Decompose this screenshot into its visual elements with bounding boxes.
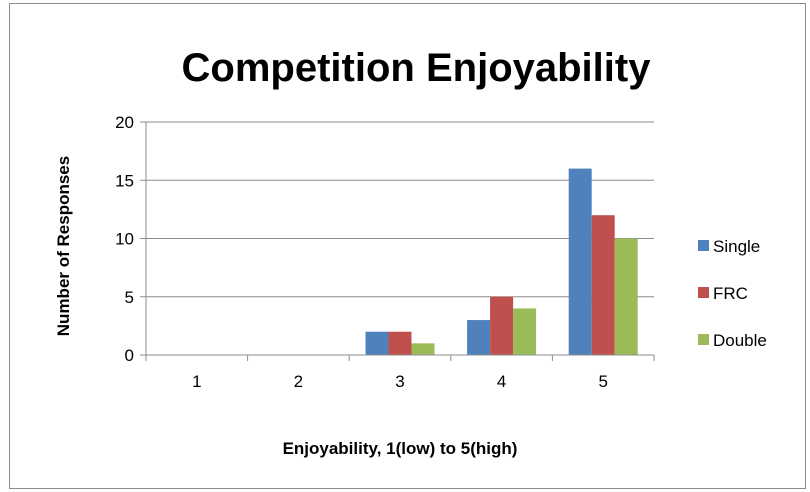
bar-double-4 [513, 308, 537, 355]
bar-single-4 [467, 320, 491, 355]
x-tick-label: 1 [192, 372, 201, 391]
axes [145, 122, 655, 361]
y-axis-title: Number of Responses [54, 156, 73, 336]
x-tick-label: 5 [598, 372, 607, 391]
bar-frc-3 [388, 331, 412, 355]
bar-frc-5 [591, 215, 615, 355]
chart-frame [9, 3, 806, 489]
bar-frc-4 [490, 296, 514, 355]
legend-label-double: Double [713, 331, 767, 350]
y-tick-label: 0 [125, 346, 134, 365]
legend-swatch-single [698, 240, 709, 251]
x-tick-label: 2 [294, 372, 303, 391]
x-tick-label: 3 [395, 372, 404, 391]
x-tick-label: 4 [497, 372, 506, 391]
y-tick-label: 5 [125, 288, 134, 307]
x-tick-labels: 1 2 3 4 5 [192, 372, 608, 391]
bars [365, 168, 638, 355]
legend-label-single: Single [713, 237, 760, 256]
bar-single-3 [365, 331, 389, 355]
bar-double-3 [411, 343, 435, 355]
legend: Single FRC Double [698, 237, 767, 350]
y-tick-labels: 0 5 10 15 20 [115, 113, 134, 365]
bar-double-5 [614, 238, 638, 355]
legend-label-frc: FRC [713, 284, 748, 303]
y-tick-label: 20 [115, 113, 134, 132]
chart-title: Competition Enjoyability [182, 46, 652, 90]
legend-swatch-frc [698, 287, 709, 298]
bar-single-5 [568, 168, 592, 355]
legend-swatch-double [698, 334, 709, 345]
y-tick-label: 10 [115, 230, 134, 249]
x-axis-title: Enjoyability, 1(low) to 5(high) [283, 439, 518, 458]
y-tick-label: 15 [115, 171, 134, 190]
